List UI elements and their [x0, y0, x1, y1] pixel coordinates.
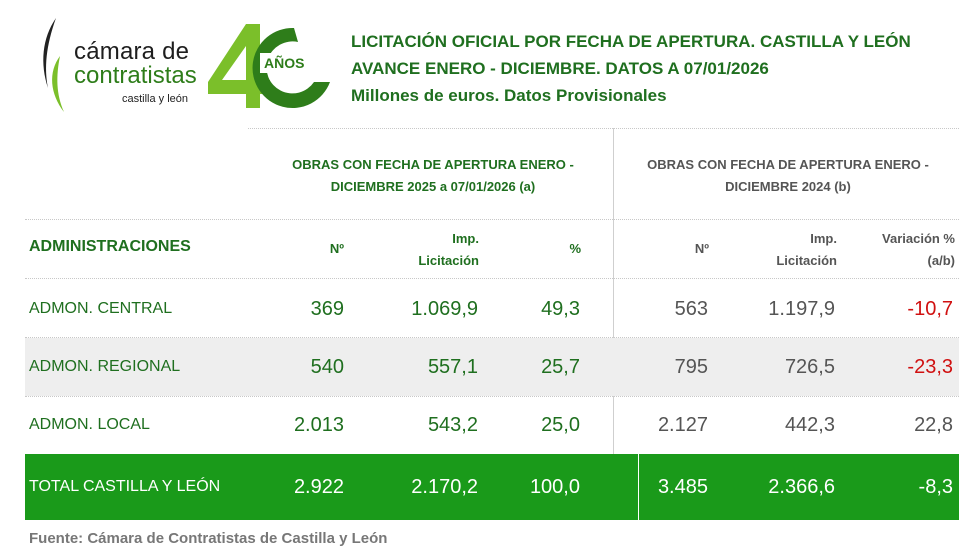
period-group-header: OBRAS CON FECHA DE APERTURA ENERO - DICI…	[25, 129, 959, 219]
imp-a-value: 1.069,9	[411, 298, 478, 320]
table-top-border	[248, 128, 959, 130]
variation-value: -10,7	[907, 298, 953, 320]
pct-a-value: 25,7	[541, 356, 580, 378]
row-divider	[25, 337, 959, 338]
num-a-value: 2.013	[293, 414, 344, 436]
table-row: ADMON. CENTRAL 369 1.069,9 49,3 563 1.19…	[25, 280, 959, 338]
num-b-header: Nº	[694, 241, 709, 256]
admin-column-header: ADMINISTRACIONES	[29, 238, 191, 255]
table-row: ADMON. LOCAL 2.013 543,2 25,0 2.127 442,…	[25, 396, 959, 454]
pct-a-header: %	[569, 241, 581, 256]
imp-a-value: 557,1	[427, 356, 478, 378]
variation-header-l2: (a/b)	[927, 253, 955, 268]
total-num-b: 3.485	[657, 476, 708, 498]
report-subtitle: AVANCE ENERO - DICIEMBRE. DATOS A 07/01/…	[351, 59, 769, 78]
period-a-line1: OBRAS CON FECHA DE APERTURA ENERO -	[292, 157, 574, 172]
swoosh-icon	[43, 18, 64, 112]
report-header: LICITACIÓN OFICIAL POR FECHA DE APERTURA…	[351, 28, 911, 109]
variation-value: -23,3	[907, 356, 953, 378]
imp-b-value: 442,3	[784, 414, 835, 436]
imp-b-header-l2: Licitación	[776, 253, 837, 268]
source-note: Fuente: Cámara de Contratistas de Castil…	[29, 530, 388, 547]
num-a-header: Nº	[329, 241, 344, 256]
logo-anos-text: AÑOS	[260, 53, 309, 73]
total-imp-b: 2.366,6	[768, 476, 835, 498]
imp-a-header-l1: Imp.	[452, 231, 479, 246]
variation-value: 22,8	[914, 414, 953, 436]
imp-b-value: 726,5	[784, 356, 835, 378]
admin-name: ADMON. REGIONAL	[29, 358, 181, 375]
report-title: LICITACIÓN OFICIAL POR FECHA DE APERTURA…	[351, 32, 911, 51]
total-imp-a: 2.170,2	[411, 476, 478, 498]
forty-years-emblem	[208, 24, 330, 108]
period-a-header: OBRAS CON FECHA DE APERTURA ENERO - DICI…	[253, 154, 613, 198]
admin-name: ADMON. CENTRAL	[29, 300, 173, 317]
pct-a-value: 49,3	[541, 298, 580, 320]
camara-logo: cámara de contratistas castilla y león A…	[30, 14, 330, 114]
total-row: TOTAL CASTILLA Y LEÓN 2.922 2.170,2 100,…	[25, 454, 959, 520]
period-b-line1: OBRAS CON FECHA DE APERTURA ENERO -	[647, 157, 929, 172]
imp-b-header: Imp. Licitación	[725, 228, 837, 272]
report-units: Millones de euros. Datos Provisionales	[351, 86, 667, 105]
total-name: TOTAL CASTILLA Y LEÓN	[29, 478, 221, 495]
total-pct-a: 100,0	[529, 476, 580, 498]
imp-b-header-l1: Imp.	[810, 231, 837, 246]
table-row: ADMON. REGIONAL 540 557,1 25,7 795 726,5…	[25, 338, 959, 396]
logo-camara-text: cámara de	[74, 38, 190, 65]
pct-a-value: 25,0	[541, 414, 580, 436]
period-b-line2: DICIEMBRE 2024 (b)	[725, 179, 851, 194]
column-header-row: ADMINISTRACIONES Nº Imp. Licitación % Nº…	[25, 220, 959, 278]
imp-a-header: Imp. Licitación	[365, 228, 479, 272]
imp-a-header-l2: Licitación	[418, 253, 479, 268]
logo-contratistas-text: contratistas	[74, 62, 197, 89]
num-b-value: 563	[674, 298, 708, 320]
imp-b-value: 1.197,9	[768, 298, 835, 320]
row-divider	[25, 396, 959, 397]
num-a-value: 369	[310, 298, 344, 320]
imp-a-value: 543,2	[427, 414, 478, 436]
total-variation: -8,3	[918, 476, 953, 498]
variation-header-l1: Variación %	[882, 231, 955, 246]
period-a-line2: DICIEMBRE 2025 a 07/01/2026 (a)	[330, 179, 536, 194]
num-b-value: 795	[674, 356, 708, 378]
period-separator	[613, 128, 614, 520]
num-a-value: 540	[310, 356, 344, 378]
variation-header: Variación % (a/b)	[855, 228, 955, 272]
period-b-header: OBRAS CON FECHA DE APERTURA ENERO - DICI…	[623, 154, 953, 198]
row-divider	[25, 219, 959, 220]
num-b-value: 2.127	[657, 414, 708, 436]
total-num-a: 2.922	[293, 476, 344, 498]
total-period-separator	[638, 454, 639, 520]
admin-name: ADMON. LOCAL	[29, 416, 150, 433]
logo-region-text: castilla y león	[122, 93, 189, 105]
row-divider	[25, 278, 959, 279]
